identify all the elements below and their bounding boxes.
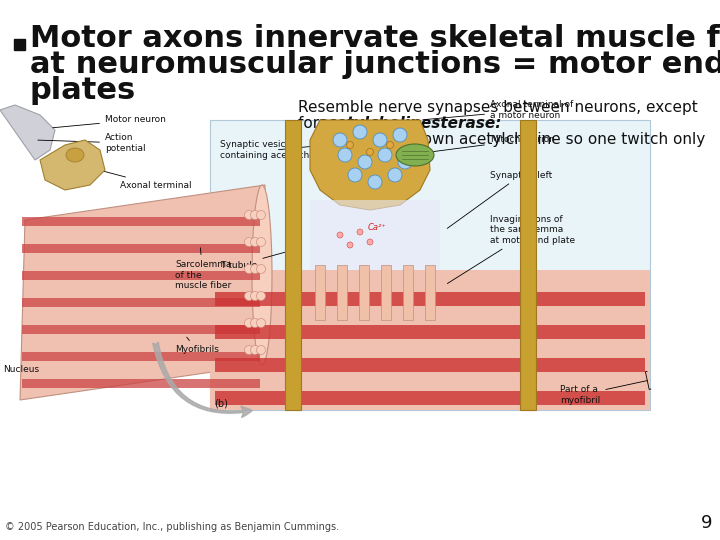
- Text: Motor neuron: Motor neuron: [53, 116, 166, 128]
- Bar: [22, 217, 260, 226]
- Bar: [215, 391, 645, 405]
- Text: Sarcolemma
of the
muscle fiber: Sarcolemma of the muscle fiber: [175, 248, 232, 290]
- Text: Invaginations of
the sarcolemma
at motor end plate: Invaginations of the sarcolemma at motor…: [447, 215, 575, 284]
- Bar: [403, 265, 413, 320]
- Circle shape: [353, 125, 367, 139]
- Text: Axonal terminal of
a motor neuron: Axonal terminal of a motor neuron: [423, 100, 573, 120]
- Circle shape: [251, 265, 259, 273]
- Bar: [210, 120, 650, 410]
- Bar: [22, 244, 260, 253]
- Circle shape: [245, 238, 253, 246]
- Bar: [22, 325, 260, 334]
- Circle shape: [348, 168, 362, 182]
- Text: © 2005 Pearson Education, Inc., publishing as Benjamin Cummings.: © 2005 Pearson Education, Inc., publishi…: [5, 522, 339, 532]
- Text: Action
potential: Action potential: [37, 133, 145, 153]
- Polygon shape: [20, 185, 265, 400]
- Text: Synaptic vesicles
containing acetylcholine: Synaptic vesicles containing acetylcholi…: [220, 140, 331, 160]
- Bar: [215, 292, 645, 306]
- Text: Axonal terminal: Axonal terminal: [83, 166, 192, 190]
- Text: 9: 9: [701, 514, 712, 532]
- Polygon shape: [40, 140, 105, 190]
- Circle shape: [245, 211, 253, 219]
- Text: Myofibrils: Myofibrils: [175, 337, 219, 354]
- Circle shape: [251, 292, 259, 300]
- Circle shape: [251, 211, 259, 219]
- Text: (b): (b): [214, 398, 228, 408]
- Text: at neuromuscular junctions = motor end: at neuromuscular junctions = motor end: [30, 50, 720, 79]
- Bar: [22, 298, 260, 307]
- Ellipse shape: [66, 148, 84, 162]
- Circle shape: [256, 238, 266, 246]
- Polygon shape: [0, 105, 55, 160]
- Bar: [215, 358, 645, 372]
- Circle shape: [358, 155, 372, 169]
- Text: T tubule: T tubule: [220, 251, 290, 269]
- Circle shape: [347, 242, 353, 248]
- Circle shape: [368, 175, 382, 189]
- Circle shape: [367, 239, 373, 245]
- Circle shape: [251, 346, 259, 354]
- Bar: [425, 265, 435, 320]
- Circle shape: [256, 292, 266, 300]
- Circle shape: [366, 148, 374, 156]
- Bar: [337, 265, 347, 320]
- Circle shape: [337, 232, 343, 238]
- Bar: [359, 265, 369, 320]
- Text: Synaptic cleft: Synaptic cleft: [447, 171, 552, 228]
- Polygon shape: [310, 120, 430, 210]
- Circle shape: [357, 229, 363, 235]
- Bar: [215, 325, 645, 339]
- Circle shape: [245, 346, 253, 354]
- Circle shape: [256, 319, 266, 327]
- Circle shape: [245, 265, 253, 273]
- Circle shape: [333, 133, 347, 147]
- Bar: [22, 352, 260, 361]
- Text: breaks down acetylcholine so one twitch only: breaks down acetylcholine so one twitch …: [298, 132, 706, 147]
- Text: Nucleus: Nucleus: [3, 366, 39, 375]
- Text: acetylcholinesterase:: acetylcholinesterase:: [318, 116, 503, 131]
- Bar: [22, 271, 260, 280]
- Circle shape: [256, 265, 266, 273]
- Circle shape: [251, 319, 259, 327]
- Circle shape: [256, 346, 266, 354]
- Bar: [310, 200, 440, 270]
- Text: Ca²⁺: Ca²⁺: [368, 223, 387, 232]
- Text: Mitochondrion: Mitochondrion: [433, 136, 555, 152]
- Circle shape: [388, 168, 402, 182]
- Bar: [14, 39, 25, 50]
- Circle shape: [346, 141, 354, 149]
- Ellipse shape: [396, 144, 434, 166]
- Circle shape: [378, 148, 392, 162]
- Circle shape: [245, 319, 253, 327]
- FancyArrowPatch shape: [153, 342, 252, 417]
- Text: Motor axons innervate skeletal muscle fibers: Motor axons innervate skeletal muscle fi…: [30, 24, 720, 53]
- Bar: [210, 270, 650, 410]
- Ellipse shape: [252, 185, 272, 365]
- Bar: [381, 265, 391, 320]
- Text: Resemble nerve synapses between neurons, except: Resemble nerve synapses between neurons,…: [298, 100, 698, 115]
- Bar: [285, 120, 301, 410]
- Circle shape: [387, 141, 394, 149]
- Text: Part of a
myofibril: Part of a myofibril: [560, 372, 651, 404]
- Circle shape: [393, 128, 407, 142]
- Text: for: for: [298, 116, 324, 131]
- Circle shape: [398, 155, 412, 169]
- Circle shape: [245, 292, 253, 300]
- Circle shape: [251, 238, 259, 246]
- Circle shape: [338, 148, 352, 162]
- Text: plates: plates: [30, 76, 136, 105]
- Circle shape: [256, 211, 266, 219]
- Bar: [520, 120, 536, 410]
- Bar: [315, 265, 325, 320]
- Circle shape: [373, 133, 387, 147]
- Bar: [22, 379, 260, 388]
